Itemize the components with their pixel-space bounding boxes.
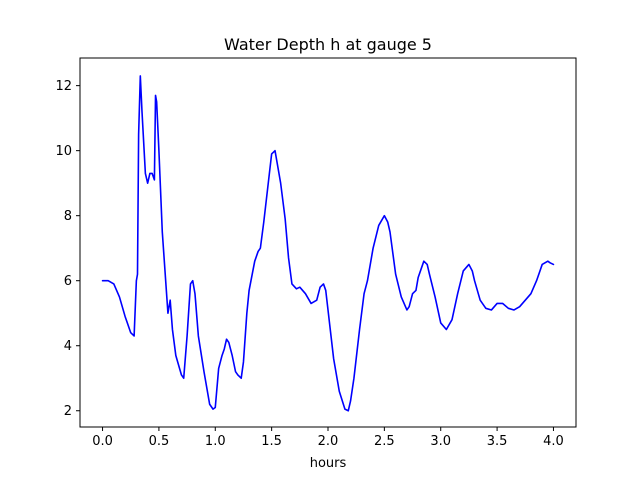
y-tick-label: 12 bbox=[55, 79, 72, 94]
x-tick-label: 2.0 bbox=[318, 434, 339, 449]
x-tick-label: 1.5 bbox=[261, 434, 282, 449]
x-tick-label: 4.0 bbox=[543, 434, 564, 449]
y-tick-label: 4 bbox=[64, 339, 72, 354]
y-tick-label: 2 bbox=[64, 404, 72, 419]
x-tick-label: 1.0 bbox=[205, 434, 226, 449]
x-tick-label: 2.5 bbox=[374, 434, 395, 449]
x-tick-label: 3.0 bbox=[430, 434, 451, 449]
y-tick-label: 8 bbox=[64, 209, 72, 224]
series-layer bbox=[101, 75, 555, 412]
y-tick-label: 6 bbox=[64, 274, 72, 289]
y-tick-label: 10 bbox=[55, 144, 72, 159]
x-axis-label: hours bbox=[310, 456, 347, 471]
chart-title: Water Depth h at gauge 5 bbox=[224, 35, 432, 54]
x-axis-ticks: 0.0 0.5 1.0 1.5 2.0 2.5 3.0 3.5 4.0 bbox=[92, 427, 564, 449]
series-line bbox=[101, 75, 555, 412]
y-axis-ticks: 2 4 6 8 10 12 bbox=[55, 79, 80, 419]
x-tick-label: 0.5 bbox=[149, 434, 170, 449]
x-tick-label: 3.5 bbox=[487, 434, 508, 449]
plot-area bbox=[80, 58, 576, 427]
x-tick-label: 0.0 bbox=[92, 434, 113, 449]
